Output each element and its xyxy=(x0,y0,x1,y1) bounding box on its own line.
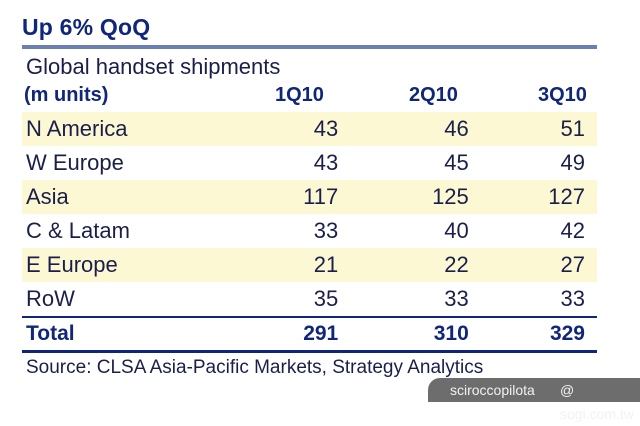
chart-subtitle: Global handset shipments xyxy=(26,54,281,79)
total-3q10: 329 xyxy=(480,316,597,353)
cell-1q10: 117 xyxy=(231,180,351,214)
cell-3q10: 51 xyxy=(480,112,597,146)
column-header-1q10: 1Q10 xyxy=(275,84,324,106)
cell-2q10: 33 xyxy=(444,286,469,311)
watermark-badge: sciroccopilota @ sogi.com.tw xyxy=(428,378,640,422)
table-row: RoW 35 33 33 xyxy=(22,282,597,317)
cell-3q10: 49 xyxy=(560,150,585,175)
shipments-table: N America 43 46 51 W Europe 43 45 49 Asia 117 125 1… xyxy=(22,112,597,353)
total-1q10: 291 xyxy=(231,316,351,353)
chart-title: Up 6% QoQ xyxy=(22,14,151,40)
title-divider xyxy=(22,45,597,49)
table-row: E Europe 21 22 27 xyxy=(22,248,597,282)
table-row: W Europe 43 45 49 xyxy=(22,146,597,180)
column-header-3q10: 3Q10 xyxy=(538,84,587,106)
table-row: C & Latam 33 40 42 xyxy=(22,214,597,248)
cell-3q10: 27 xyxy=(480,248,597,282)
cell-3q10: 33 xyxy=(560,286,585,311)
total-2q10: 310 xyxy=(350,316,481,353)
cell-2q10: 125 xyxy=(350,180,481,214)
cell-1q10: 33 xyxy=(313,218,339,243)
cell-1q10: 43 xyxy=(313,150,339,175)
column-header-2q10: 2Q10 xyxy=(409,84,458,106)
table-row: N America 43 46 51 xyxy=(22,112,597,146)
row-label: RoW xyxy=(26,286,75,311)
cell-3q10: 42 xyxy=(560,218,585,243)
cell-3q10: 127 xyxy=(480,180,597,214)
row-label: Asia xyxy=(22,180,232,214)
row-label: C & Latam xyxy=(26,218,130,243)
watermark-site: @ sogi.com.tw xyxy=(560,382,634,422)
row-label: N America xyxy=(22,112,232,146)
cell-2q10: 46 xyxy=(350,112,481,146)
cell-2q10: 40 xyxy=(444,218,469,243)
total-row: Total 291 310 329 xyxy=(22,316,597,353)
unit-label: (m units) xyxy=(24,84,109,106)
row-label: W Europe xyxy=(26,150,124,175)
source-note: Source: CLSA Asia-Pacific Markets, Strat… xyxy=(26,357,484,378)
cell-1q10: 35 xyxy=(313,286,339,311)
watermark-author: sciroccopilota xyxy=(450,382,535,398)
table-row: Asia 117 125 127 xyxy=(22,180,597,214)
cell-1q10: 43 xyxy=(231,112,351,146)
cell-2q10: 22 xyxy=(350,248,481,282)
total-label: Total xyxy=(22,316,232,353)
cell-1q10: 21 xyxy=(231,248,351,282)
cell-2q10: 45 xyxy=(444,150,469,175)
row-label: E Europe xyxy=(22,248,232,282)
table-header-row: (m units) 1Q10 2Q10 3Q10 xyxy=(22,84,597,114)
